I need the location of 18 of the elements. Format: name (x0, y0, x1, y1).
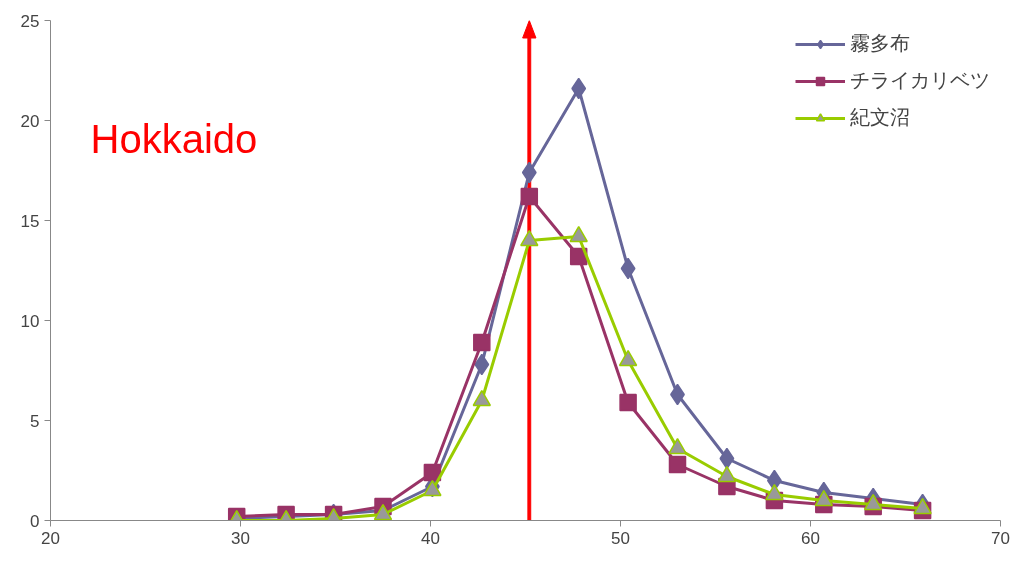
annotation: Hokkaido (90, 116, 258, 161)
x-tick-label: 30 (231, 528, 250, 548)
x-tick-label: 50 (611, 528, 630, 548)
x-tick-label: 40 (421, 528, 440, 548)
y-tick-label: 15 (20, 211, 40, 231)
y-tick-label: 5 (30, 411, 40, 431)
x-tick-label: 60 (801, 528, 820, 548)
legend-label: チライカリベツ (850, 67, 990, 94)
point (668, 455, 687, 474)
y-tick-label: 20 (20, 111, 40, 131)
x-tick-label: 70 (991, 528, 1010, 548)
y-tick-label: 10 (20, 311, 40, 331)
legend-label: 紀文沼 (850, 104, 910, 131)
point (473, 333, 491, 352)
y-tick-label: 25 (20, 11, 40, 31)
point (619, 393, 637, 412)
y-tick-label: 0 (30, 511, 40, 531)
legend-label: 霧多布 (850, 30, 910, 57)
